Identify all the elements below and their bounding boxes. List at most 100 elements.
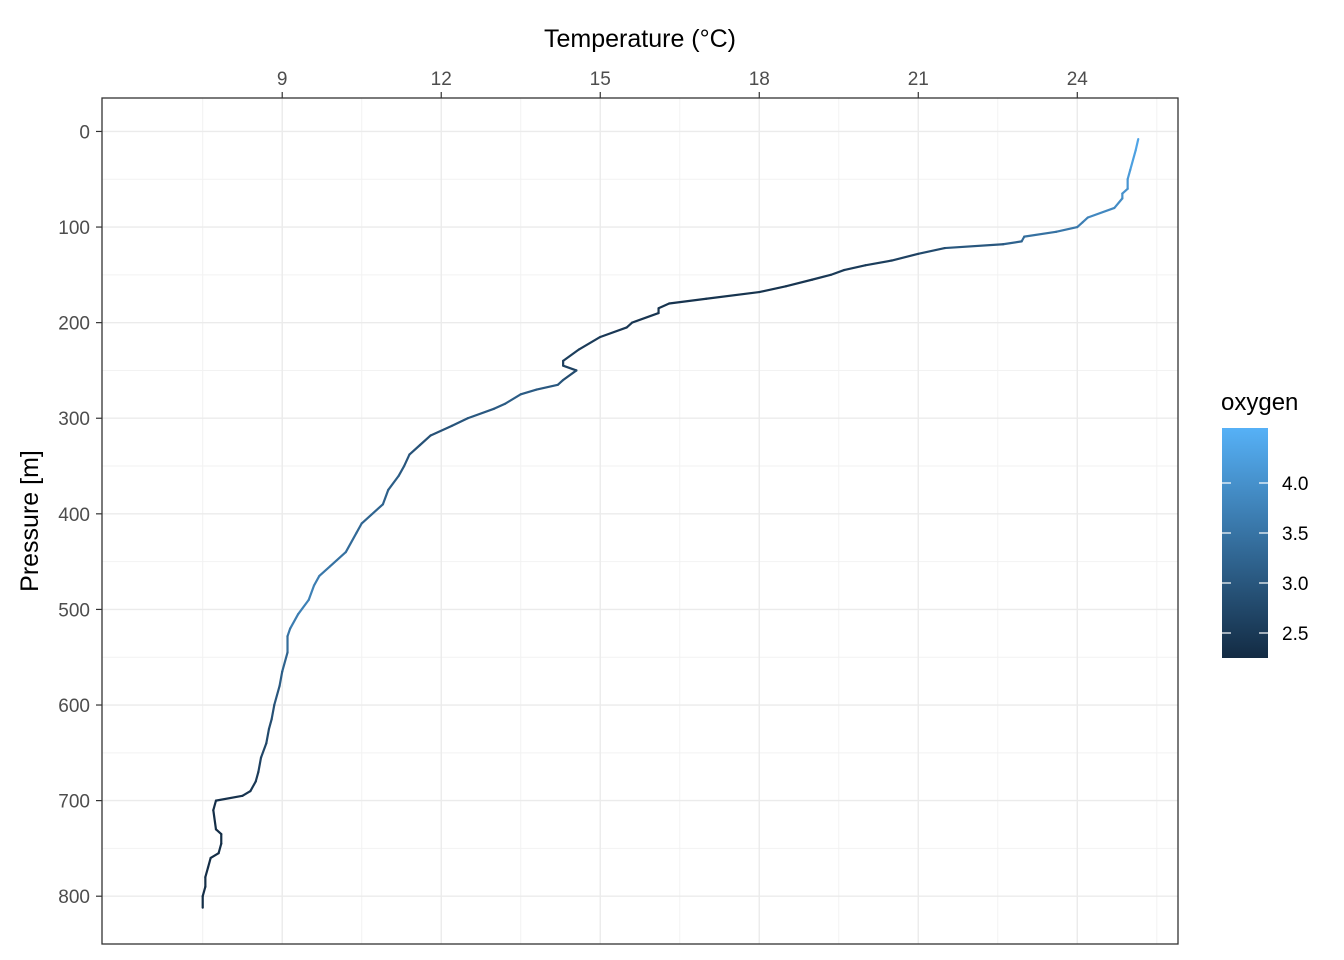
profile-segment [562,369,578,382]
y-tick-label: 200 [58,314,90,335]
profile-segment [917,246,946,255]
panel-border [101,97,1179,945]
y-tick-label: 0 [79,122,90,143]
profile-segment [450,417,469,427]
x-tick-label: 18 [749,69,770,90]
profile-segment [429,424,453,437]
x-tick-label: 21 [908,69,929,90]
y-tick-label: 400 [58,505,90,526]
legend-title: oxygen [1221,389,1298,416]
profile-segment [418,434,432,447]
profile-segment [599,326,628,339]
profile-segment [328,550,347,568]
profile-segment [705,290,761,300]
legend-label: 4.0 [1282,474,1308,495]
profile-segment [318,565,332,578]
profile-segment [1129,149,1137,171]
profile-segment [360,503,385,525]
panel-background [102,98,1178,944]
profile-segment [1121,187,1129,195]
profile-segment [241,789,252,797]
profile-line [201,138,1140,909]
profile-segment [217,842,223,855]
profile-segment [1076,221,1084,229]
profile-segment [257,756,263,774]
x-axis-title: Temperature (°C) [544,25,736,53]
profile-segment [355,522,363,535]
profile-segment [403,453,411,468]
profile-segment [657,302,671,310]
legend-label: 2.5 [1282,624,1308,645]
profile-segment [408,443,422,456]
y-tick-label: 700 [58,792,90,813]
profile-segment [270,703,276,721]
profile-segment [1126,168,1132,181]
profile-segment [214,828,223,836]
profile-segment [466,407,496,420]
profile-segment [212,799,218,812]
profile-segment [201,885,207,898]
legend-colorbar [1222,428,1268,658]
profile-segment [1054,225,1079,233]
profile-segment [297,598,310,616]
profile-segment [829,268,846,276]
profile-segment [493,402,506,410]
profile-segment [556,378,565,386]
legend-label: 3.0 [1282,574,1308,595]
profile-segment [387,474,400,492]
minor-gridlines [102,98,1178,945]
profile-segment [758,285,787,294]
legend: oxygen 2.5 3.0 3.5 4.0 [1221,389,1308,658]
profile-segment [286,627,292,638]
profile-segment [943,243,1005,250]
legend-ticks: 2.5 3.0 3.5 4.0 [1222,474,1308,645]
profile-segment [562,364,578,372]
profile-segment [307,584,316,601]
y-axis-title: Pressure [m] [16,450,44,592]
profile-segment [535,383,559,391]
profile-segment [577,335,602,351]
x-axis-ticks: 9 12 15 18 21 24 [277,69,1088,98]
profile-segment [630,311,660,324]
profile-segment [259,742,268,759]
profile-segment [1086,206,1116,219]
profile-segment [1023,230,1058,238]
y-tick-label: 100 [58,218,90,239]
x-tick-label: 9 [277,69,288,90]
x-tick-label: 12 [431,69,452,90]
profile-segment [1001,240,1023,246]
profile-segment [206,856,212,869]
profile-segment [397,464,406,477]
profile-segment [381,488,390,506]
y-tick-label: 800 [58,887,90,908]
profile-segment [265,727,271,745]
profile-segment [278,670,284,687]
profile-segment [1081,216,1089,224]
legend-label: 3.5 [1282,524,1308,545]
profile-segment [562,348,581,362]
profile-segment [344,531,358,554]
y-tick-label: 600 [58,696,90,717]
profile-segment [212,809,218,831]
profile-segment [281,651,289,673]
major-gridlines [102,98,1178,944]
profile-segment [890,252,920,262]
profile-segment [784,278,814,288]
profile-segment [811,273,832,281]
profile-segment [249,780,257,793]
profile-segment [519,388,538,396]
profile-segment [254,770,260,783]
profile-segment [842,264,867,272]
profile-segment [209,852,220,860]
profile-segment [289,613,300,630]
profile-segment [864,259,893,267]
profile-segment [267,718,273,731]
x-tick-label: 15 [590,69,611,90]
profile-segment [625,321,634,329]
profile-segment [1134,138,1140,152]
profile-segment [214,794,244,802]
y-tick-label: 300 [58,409,90,430]
profile-segment [503,393,522,405]
x-tick-label: 24 [1067,69,1089,90]
profile-segment [273,684,281,707]
